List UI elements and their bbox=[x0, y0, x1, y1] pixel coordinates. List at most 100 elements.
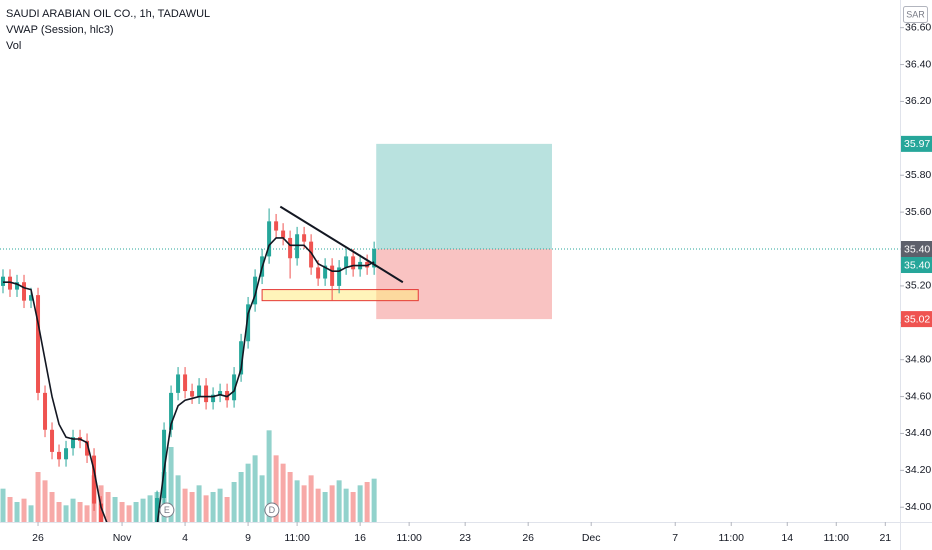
volume-bar bbox=[357, 485, 363, 522]
volume-bar bbox=[224, 497, 230, 522]
y-tick-label: 35.80 bbox=[905, 169, 931, 181]
candle-body bbox=[337, 267, 342, 286]
candle-body bbox=[302, 234, 307, 242]
volume-bar bbox=[0, 488, 6, 522]
volume-bar bbox=[210, 492, 216, 522]
y-tick-label: 36.40 bbox=[905, 58, 931, 70]
volume-bar bbox=[322, 492, 328, 522]
volume-bar bbox=[133, 502, 139, 522]
candle-body bbox=[316, 267, 321, 279]
candle-body bbox=[330, 265, 335, 286]
volume-bar bbox=[245, 463, 251, 522]
volume-bar bbox=[259, 475, 265, 522]
volume-bar bbox=[371, 478, 377, 522]
volume-bar bbox=[49, 492, 55, 522]
candle-body bbox=[36, 295, 41, 393]
volume-bar bbox=[203, 495, 209, 522]
y-tick-label: 36.20 bbox=[905, 95, 931, 107]
volume-bar bbox=[77, 502, 83, 522]
candle-body bbox=[43, 392, 48, 430]
y-tick-label: 34.40 bbox=[905, 427, 931, 439]
x-tick-label: 11:00 bbox=[396, 532, 422, 544]
volume-bar bbox=[217, 488, 223, 522]
indicator-label: VWAP (Session, hlc3) bbox=[6, 24, 114, 36]
candle-body bbox=[309, 241, 314, 268]
x-tick-label: 11:00 bbox=[718, 532, 744, 544]
y-tick-label: 35.20 bbox=[905, 280, 931, 292]
volume-bar bbox=[42, 480, 48, 522]
support-zone bbox=[261, 289, 419, 302]
volume-bar bbox=[56, 502, 62, 522]
candle-body bbox=[169, 392, 174, 430]
x-tick-label: 11:00 bbox=[824, 532, 850, 544]
candle-body bbox=[281, 230, 286, 238]
price-tag-label: 35.02 bbox=[904, 313, 930, 325]
volume-bar bbox=[147, 495, 153, 522]
volume-bar bbox=[105, 492, 111, 522]
volume-bar bbox=[21, 498, 27, 522]
candle-body bbox=[372, 249, 377, 268]
chart-title: SAUDI ARABIAN OIL CO., 1h, TADAWUL bbox=[6, 8, 210, 20]
volume-bar bbox=[28, 505, 34, 522]
volume-bar bbox=[140, 498, 146, 522]
volume-bar bbox=[238, 472, 244, 522]
volume-bar bbox=[63, 505, 69, 522]
volume-bar bbox=[280, 463, 286, 522]
volume-bar bbox=[287, 472, 293, 522]
y-tick-label: 36.60 bbox=[905, 21, 931, 33]
volume-bar bbox=[231, 482, 237, 522]
volume-bar bbox=[7, 497, 13, 522]
indicator-label: Vol bbox=[6, 40, 21, 52]
candle-body bbox=[323, 265, 328, 279]
price-tag bbox=[901, 311, 932, 328]
candle-body bbox=[197, 385, 202, 397]
candle-body bbox=[22, 282, 27, 301]
x-tick-label: 16 bbox=[354, 532, 366, 544]
y-tick-label: 34.00 bbox=[905, 501, 931, 513]
volume-bar bbox=[182, 488, 188, 522]
volume-bar bbox=[126, 505, 132, 522]
candle-body bbox=[204, 385, 209, 403]
price-tag bbox=[901, 257, 932, 274]
candle-body bbox=[85, 440, 90, 456]
candle-body bbox=[50, 429, 55, 452]
volume-bar bbox=[336, 480, 342, 522]
vwap-line bbox=[3, 237, 375, 522]
candle-body bbox=[344, 256, 349, 268]
price-tag-label: 35.40 bbox=[904, 243, 930, 255]
price-tag-label: 35.97 bbox=[904, 138, 930, 150]
candle-body bbox=[1, 276, 6, 286]
volume-bar bbox=[329, 485, 335, 522]
volume-bar bbox=[189, 492, 195, 522]
candle-body bbox=[351, 256, 356, 270]
currency-box[interactable] bbox=[903, 6, 928, 23]
volume-bar bbox=[35, 472, 41, 522]
price-tag-label: 35.40 bbox=[904, 259, 930, 271]
candle-body bbox=[155, 498, 160, 522]
volume-bar bbox=[308, 475, 314, 522]
volume-bar bbox=[364, 482, 370, 522]
price-tag bbox=[901, 241, 932, 258]
stop-zone bbox=[376, 249, 552, 320]
x-tick-label: 11:00 bbox=[284, 532, 310, 544]
currency[interactable]: SAR bbox=[906, 9, 925, 19]
candle-body bbox=[218, 391, 223, 395]
candle-body bbox=[295, 234, 300, 259]
candle-body bbox=[232, 374, 237, 401]
event-marker bbox=[264, 502, 280, 518]
x-tick-label: 14 bbox=[781, 532, 793, 544]
volume-bar bbox=[70, 498, 76, 522]
event-label: D bbox=[269, 505, 276, 515]
volume-bar bbox=[84, 505, 90, 522]
x-tick-label: 4 bbox=[182, 532, 188, 544]
volume-bar bbox=[168, 447, 174, 522]
candle-body bbox=[190, 391, 195, 397]
candle-body bbox=[239, 341, 244, 375]
volume-bar bbox=[112, 497, 118, 522]
event-marker bbox=[159, 502, 175, 518]
y-tick-label: 34.80 bbox=[905, 353, 931, 365]
x-tick-label: Dec bbox=[582, 532, 601, 544]
